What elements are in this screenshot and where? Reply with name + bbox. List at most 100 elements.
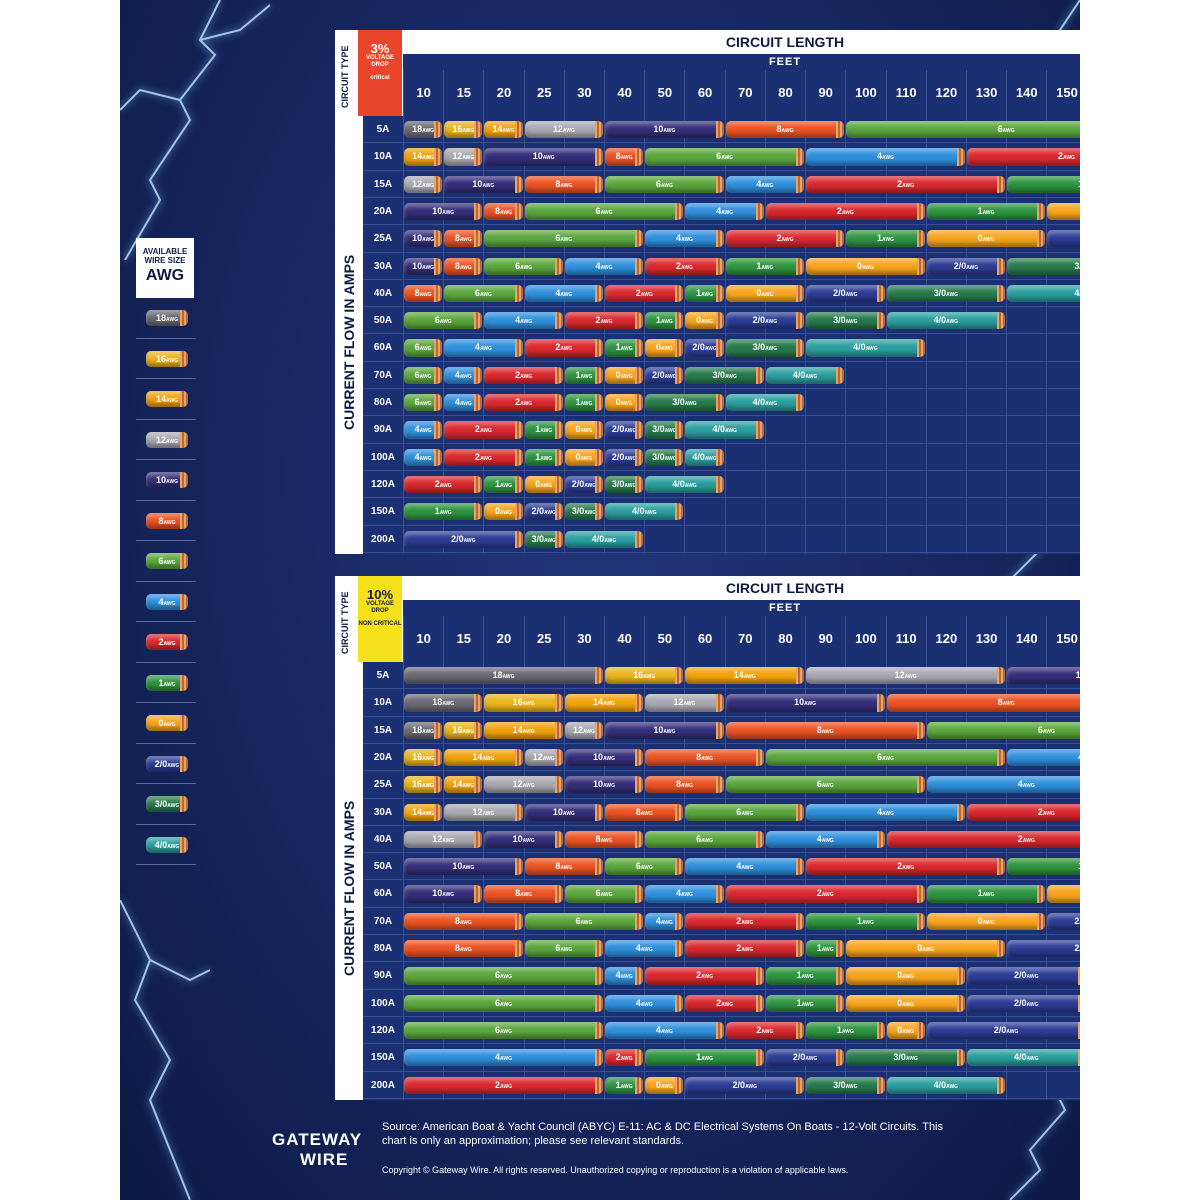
wire-size-value: 8 (635, 806, 641, 817)
wire-size-label: 4AWG (636, 943, 653, 953)
wire-size-value: 6 (635, 861, 641, 872)
wire-unit: AWG (684, 482, 697, 489)
wire-size-label: 2/0AWG (1074, 916, 1080, 926)
wire-segment: 2/0AWG (926, 1021, 1080, 1040)
feet-tick-label: 40 (604, 616, 644, 662)
wire-cap-icon (434, 421, 443, 439)
wire-size-value: 2 (756, 1024, 762, 1035)
wire-unit: AWG (582, 728, 595, 735)
wire-cap-icon (635, 230, 644, 248)
wire-segment: 2/0AWG (966, 994, 1080, 1012)
wire-cap-icon (514, 912, 523, 930)
wire-size-label: 4AWG (159, 597, 176, 607)
wire-size-value: 8 (555, 861, 561, 872)
wire-unit: AWG (620, 155, 633, 162)
legend-item: 2AWG (136, 622, 196, 663)
voltage-drop-box: 3% VOLTAGE DROP critical (358, 30, 402, 116)
wire-size-label: 1AWG (877, 233, 894, 243)
wire-cap-icon (514, 858, 523, 876)
wire-segment: 10AWG (564, 776, 644, 794)
wire-segment: 16AWG (444, 721, 483, 739)
wire-size-label: 3/0AWG (753, 342, 777, 352)
feet-tick-label: 70 (724, 616, 765, 662)
wire-segment: 6AWG (404, 1021, 604, 1040)
circuit-type-box: CIRCUIT TYPE (335, 576, 357, 662)
wire-unit: AWG (479, 346, 492, 353)
wire-cap-icon (514, 475, 523, 494)
wire-unit: AWG (882, 810, 894, 817)
wire-unit: AWG (1042, 810, 1055, 817)
wire-segment: 3/0AWG (524, 530, 563, 548)
wire-cap-icon (180, 593, 188, 610)
wire-unit: AWG (422, 755, 435, 762)
wire-cap-icon (997, 312, 1006, 330)
wire-segment: 4AWG (645, 885, 724, 903)
wire-unit: AWG (724, 428, 737, 435)
wire-cap-icon (675, 312, 684, 330)
wire-size-label: 2/0AWG (451, 534, 475, 544)
wire-size-label: 12AWG (156, 435, 178, 445)
wire-segment: 2/0AWG (685, 1076, 805, 1094)
wire-unit: AWG (419, 346, 432, 353)
wire-size-label: 2AWG (756, 1025, 773, 1035)
wire-unit: AWG (167, 762, 180, 769)
wire-size-label: 14AWG (472, 752, 494, 762)
wire-unit: AWG (781, 237, 794, 244)
wire-cap-icon (514, 284, 523, 303)
wire-cap-icon (715, 175, 724, 193)
wire-size-label: 2AWG (435, 479, 452, 489)
wire-size-label: 2/0AWG (1014, 998, 1038, 1008)
wire-unit: AWG (520, 264, 533, 271)
wire-segment: 2AWG (966, 803, 1080, 821)
wire-cap-icon (595, 994, 604, 1012)
wire-segment: 8AWG (404, 940, 523, 958)
wire-unit: AWG (600, 264, 613, 271)
wire-size-label: 1AWG (797, 970, 814, 980)
wire-cap-icon (180, 715, 188, 731)
wire-size-label: 14AWG (593, 697, 615, 707)
wire-size-value: 4 (635, 997, 641, 1008)
wire-size-label: 3/0AWG (712, 370, 736, 380)
wire-size-label: 4AWG (475, 342, 492, 352)
wire-size-value: 2 (555, 342, 561, 353)
voltage-drop-sub: critical (370, 75, 390, 81)
wire-segment: 1AWG (524, 421, 563, 439)
grid-line-horizontal (363, 442, 1080, 444)
wire-cap-icon (595, 1021, 604, 1040)
wire-size-value: 12 (532, 751, 543, 762)
wire-unit: AWG (882, 155, 894, 162)
feet-tick-label: 15 (443, 616, 483, 662)
wire-size-label: 1AWG (575, 397, 592, 407)
wire-size-label: 14AWG (734, 670, 756, 680)
wire-unit: AWG (741, 919, 754, 926)
wire-segment: 4/0AWG (966, 1049, 1080, 1067)
wire-size-label: 12AWG (895, 670, 917, 680)
wire-unit: AWG (1006, 1028, 1019, 1035)
wire-size-value: 10 (512, 833, 523, 844)
wire-unit: AWG (922, 947, 935, 953)
wire-unit: AWG (580, 401, 593, 407)
wire-size-label: 1AWG (857, 916, 874, 926)
wire-unit: AWG (902, 865, 915, 872)
wire-size-label: 8AWG (415, 288, 432, 298)
wire-cap-icon (715, 721, 724, 739)
wire-cap-icon (675, 366, 684, 384)
wire-unit: AWG (580, 455, 593, 462)
wire-unit: AWG (166, 438, 178, 445)
wire-unit: AWG (821, 947, 834, 953)
wire-size-value: 2 (1017, 833, 1023, 844)
wire-cap-icon (180, 836, 188, 853)
wire-size-value: 14 (412, 151, 423, 162)
wire-cap-icon (675, 940, 684, 958)
wire-size-value: 1 (575, 397, 581, 407)
wire-size-value: 14 (156, 394, 167, 404)
amps-tick-label: 120A (371, 478, 395, 490)
wire-unit: AWG (701, 291, 714, 298)
grid-line-vertical (443, 116, 445, 554)
wire-size-label: 2AWG (515, 370, 532, 380)
wire-unit: AWG (163, 722, 176, 728)
wire-unit: AWG (560, 865, 573, 872)
feet-header-row: 10 15 20 25 30 40 50 60 70 80 90 100 110 120 130 140 150… (403, 70, 1080, 116)
wire-size-value: 1 (977, 205, 983, 216)
wire-segment: 10AWG (404, 885, 483, 903)
